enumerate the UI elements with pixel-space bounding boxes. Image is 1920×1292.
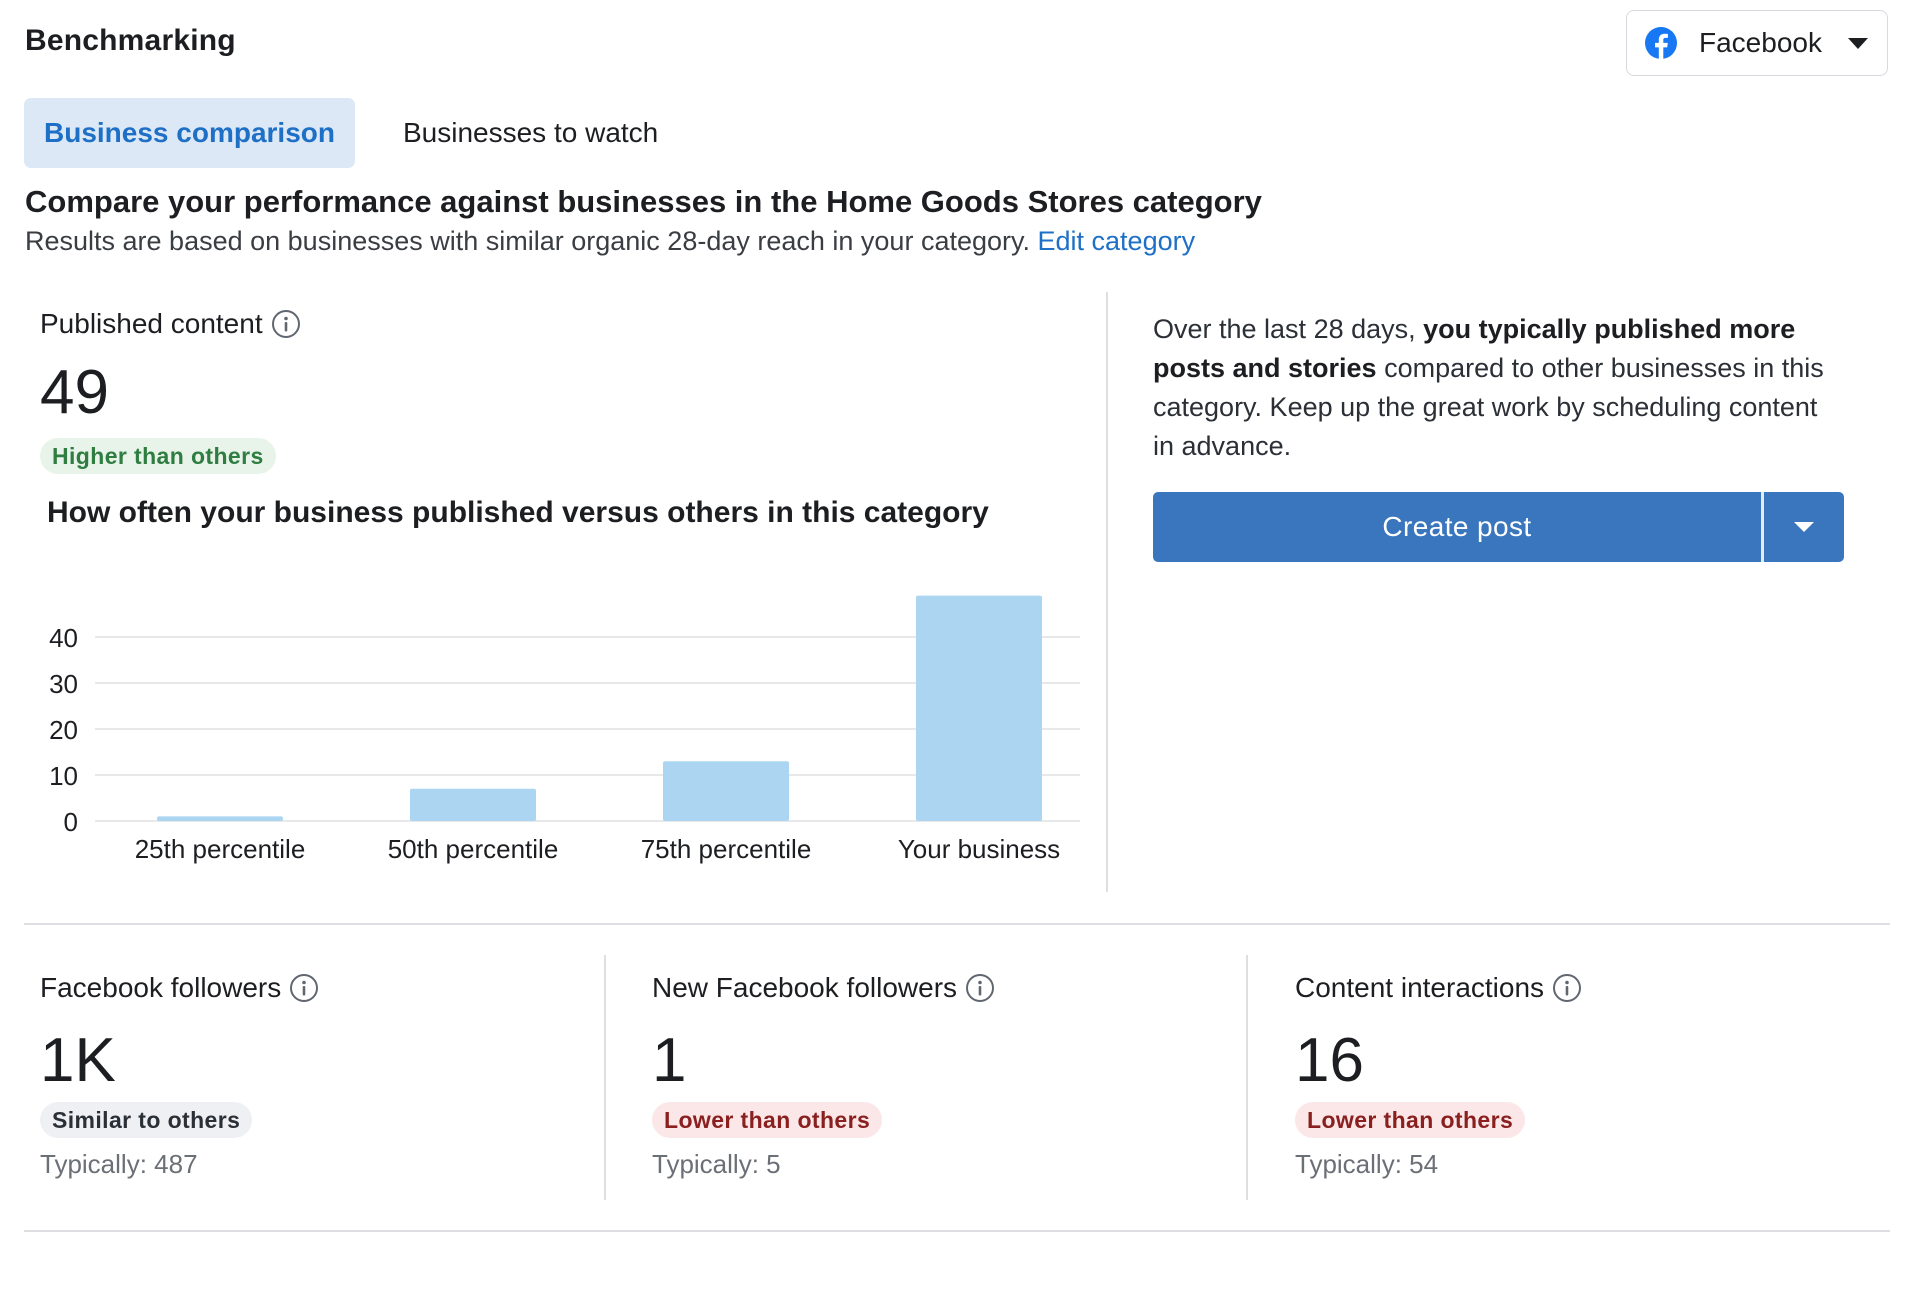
info-icon[interactable] [1552, 973, 1582, 1003]
facebook-followers-value: 1K [40, 1026, 116, 1095]
comparison-heading: Compare your performance against busines… [25, 184, 1262, 219]
tab-businesses-to-watch[interactable]: Businesses to watch [403, 117, 659, 148]
published-content-chart: 0 10 20 30 40 25th percentile 50th percentile 7… [49, 595, 1080, 864]
edit-category-link[interactable]: Edit category [1037, 226, 1196, 256]
facebook-followers-label: Facebook followers [40, 972, 319, 1004]
chart-bar[interactable] [916, 595, 1042, 821]
content-interactions-value: 16 [1295, 1026, 1364, 1095]
chevron-down-icon [1794, 522, 1814, 532]
section-divider [24, 1230, 1890, 1232]
create-post-button[interactable]: Create post [1382, 511, 1532, 542]
create-post-options-button[interactable] [1764, 492, 1844, 562]
typical-value: Typically: 487 [40, 1149, 198, 1179]
published-content-value: 49 [40, 358, 109, 427]
insight-text: Over the last 28 days, you typically pub… [1153, 310, 1833, 466]
insight-prefix: Over the last 28 days, [1153, 314, 1424, 344]
typical-value: Typically: 5 [652, 1149, 781, 1179]
info-icon[interactable] [965, 973, 995, 1003]
chevron-down-icon [1847, 37, 1868, 49]
published-content-label-text: Published content [40, 308, 263, 339]
metric-label-text: Content interactions [1295, 972, 1545, 1003]
status-badge: Lower than others [1295, 1102, 1526, 1138]
x-tick-label: 50th percentile [388, 834, 559, 864]
page-title: Benchmarking [25, 24, 236, 57]
new-facebook-followers-label: New Facebook followers [652, 972, 995, 1004]
facebook-icon [1645, 27, 1677, 59]
tab-business-comparison[interactable]: Business comparison [24, 98, 355, 168]
y-tick-label: 10 [49, 761, 78, 791]
comparison-subtext: Results are based on businesses with sim… [25, 226, 1195, 257]
y-tick-label: 40 [49, 623, 78, 653]
metric-divider [1246, 955, 1248, 1200]
metric-label-text: Facebook followers [40, 972, 282, 1003]
y-tick-label: 30 [49, 669, 78, 699]
x-tick-label: 25th percentile [135, 834, 306, 864]
x-tick-label: 75th percentile [641, 834, 812, 864]
chart-bar[interactable] [410, 788, 536, 821]
section-divider [1106, 292, 1108, 892]
platform-dropdown[interactable]: Facebook [1626, 10, 1888, 76]
insight-emphasis: you typically published more posts and s… [1153, 314, 1796, 383]
metric-divider [604, 955, 606, 1200]
status-badge: Higher than others [40, 438, 276, 474]
chart-bar[interactable] [157, 816, 283, 821]
typical-value: Typically: 54 [1295, 1149, 1439, 1179]
platform-label: Facebook [1699, 27, 1822, 58]
chart-title: How often your business published versus… [47, 496, 989, 529]
info-icon[interactable] [289, 973, 319, 1003]
status-badge: Similar to others [40, 1102, 253, 1138]
status-badge: Lower than others [652, 1102, 883, 1138]
chart-bar[interactable] [663, 761, 789, 821]
comparison-subtext-text: Results are based on businesses with sim… [25, 226, 1030, 256]
y-tick-label: 20 [49, 715, 78, 745]
content-interactions-label: Content interactions [1295, 972, 1582, 1004]
x-tick-label: Your business [898, 834, 1060, 864]
metric-label-text: New Facebook followers [652, 972, 958, 1003]
info-icon[interactable] [271, 309, 301, 339]
section-divider [24, 923, 1890, 925]
new-facebook-followers-value: 1 [652, 1026, 687, 1095]
create-post-split-button: Create post [1153, 492, 1844, 562]
button-separator [1761, 492, 1764, 562]
y-tick-label: 0 [64, 807, 78, 837]
insight-suffix: compared to other businesses in this cat… [1153, 353, 1824, 461]
published-content-label: Published content [40, 308, 301, 340]
